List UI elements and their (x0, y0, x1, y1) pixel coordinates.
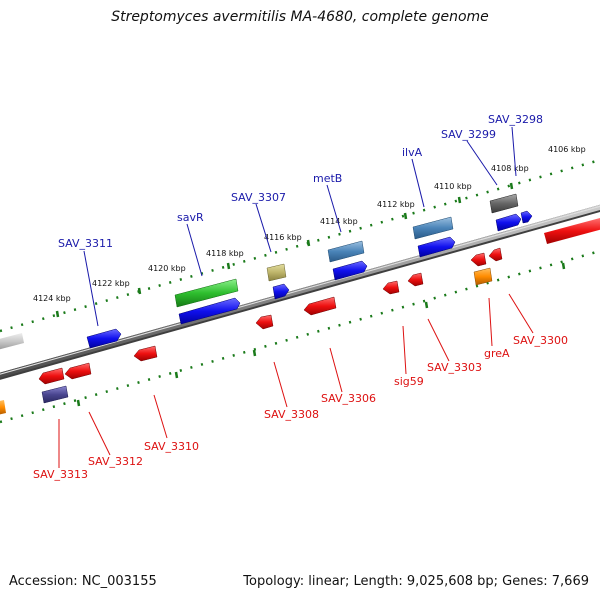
gene-shape-SAV_3313-cds (38, 367, 65, 385)
tick-label-4114: 4114 kbp (320, 217, 358, 226)
gene-label-SAV_3306[interactable]: SAV_3306 (321, 392, 376, 405)
tick-label-4122: 4122 kbp (92, 279, 130, 288)
genome-backbone (0, 204, 600, 380)
gene-label-SAV_3313[interactable]: SAV_3313 (33, 468, 88, 481)
gene-shape-SAV_3306[interactable] (303, 296, 337, 316)
gene-shape-SAV_3298[interactable] (520, 210, 533, 224)
gene-label-SAV_3307[interactable]: SAV_3307 (231, 191, 286, 204)
gene-label-SAV_3312[interactable]: SAV_3312 (88, 455, 143, 468)
genome-summary-text: Topology: linear; Length: 9,025,608 bp; … (243, 574, 589, 589)
gene-edge-left-gray (0, 333, 24, 350)
tick-label-4124: 4124 kbp (33, 294, 71, 303)
reverse-genes (38, 247, 503, 404)
gene-shape-SAV_3308[interactable] (255, 314, 274, 330)
forward-labels: SAV_3311 savR SAV_3307 metB ilvA SAV_329… (58, 113, 543, 250)
gene-shape-SAV_3311[interactable] (86, 328, 122, 349)
tick-label-4106: 4106 kbp (548, 145, 586, 154)
gene-shape-SAV_3307-cds (272, 283, 290, 300)
gene-label-greA[interactable]: greA (484, 347, 510, 360)
gene-shape-greA[interactable] (470, 252, 487, 267)
gene-shape-metB[interactable] (327, 240, 365, 263)
reverse-labels: SAV_3313 SAV_3312 SAV_3310 SAV_3308 SAV_… (33, 334, 568, 481)
gene-shape-metB-cds (332, 260, 368, 281)
gene-label-SAV_3298[interactable]: SAV_3298 (488, 113, 543, 126)
gene-shape-sig59[interactable] (382, 280, 400, 295)
tick-label-4112: 4112 kbp (377, 200, 415, 209)
gene-shape-ilvA-cds (417, 236, 456, 258)
gene-label-SAV_3299[interactable]: SAV_3299 (441, 128, 496, 141)
gene-label-SAV_3308[interactable]: SAV_3308 (264, 408, 319, 421)
major-ticks (55, 182, 566, 407)
gene-edge-right-red (544, 218, 600, 244)
gene-label-sig59[interactable]: sig59 (394, 375, 424, 388)
gene-label-SAV_3303[interactable]: SAV_3303 (427, 361, 482, 374)
tick-label-4118: 4118 kbp (206, 249, 244, 258)
gene-shape-SAV_3303[interactable] (407, 272, 424, 287)
kbp-labels: 4124 kbp 4122 kbp 4120 kbp 4118 kbp 4116… (33, 145, 586, 303)
map-title: Streptomyces avermitilis MA-4680, comple… (111, 9, 489, 25)
gene-shape-SAV_3299[interactable] (489, 193, 519, 214)
gene-shape-SAV_3300[interactable] (488, 247, 503, 262)
gene-shape-SAV_3299-cds (495, 213, 522, 232)
gene-shape-savR[interactable] (174, 278, 239, 308)
gene-edge-left-orange (0, 400, 6, 415)
tick-label-4116: 4116 kbp (264, 233, 302, 242)
gene-shape-greA-product (473, 267, 493, 286)
gene-label-metB[interactable]: metB (313, 172, 342, 185)
gene-shape-SAV_3310[interactable] (133, 345, 158, 362)
gene-label-ilvA[interactable]: ilvA (402, 146, 423, 159)
gene-shape-SAV_3307[interactable] (266, 263, 287, 282)
edge-genes (0, 218, 600, 415)
gene-label-SAV_3311[interactable]: SAV_3311 (58, 237, 113, 250)
tick-label-4110: 4110 kbp (434, 182, 472, 191)
accession-text: Accession: NC_003155 (9, 574, 157, 589)
gene-label-SAV_3300[interactable]: SAV_3300 (513, 334, 568, 347)
tick-label-4120: 4120 kbp (148, 264, 186, 273)
gene-shape-ilvA[interactable] (412, 216, 454, 240)
tick-label-4108: 4108 kbp (491, 164, 529, 173)
gene-label-SAV_3310[interactable]: SAV_3310 (144, 440, 199, 453)
gene-shape-savR-cds (178, 297, 241, 325)
gene-shape-SAV_3312[interactable] (64, 362, 92, 380)
gene-shape-SAV_3313[interactable] (41, 385, 69, 404)
gene-label-savR[interactable]: savR (177, 211, 204, 224)
reverse-leaders (58, 293, 534, 468)
forward-leaders (83, 126, 517, 327)
forward-genes (86, 193, 533, 349)
